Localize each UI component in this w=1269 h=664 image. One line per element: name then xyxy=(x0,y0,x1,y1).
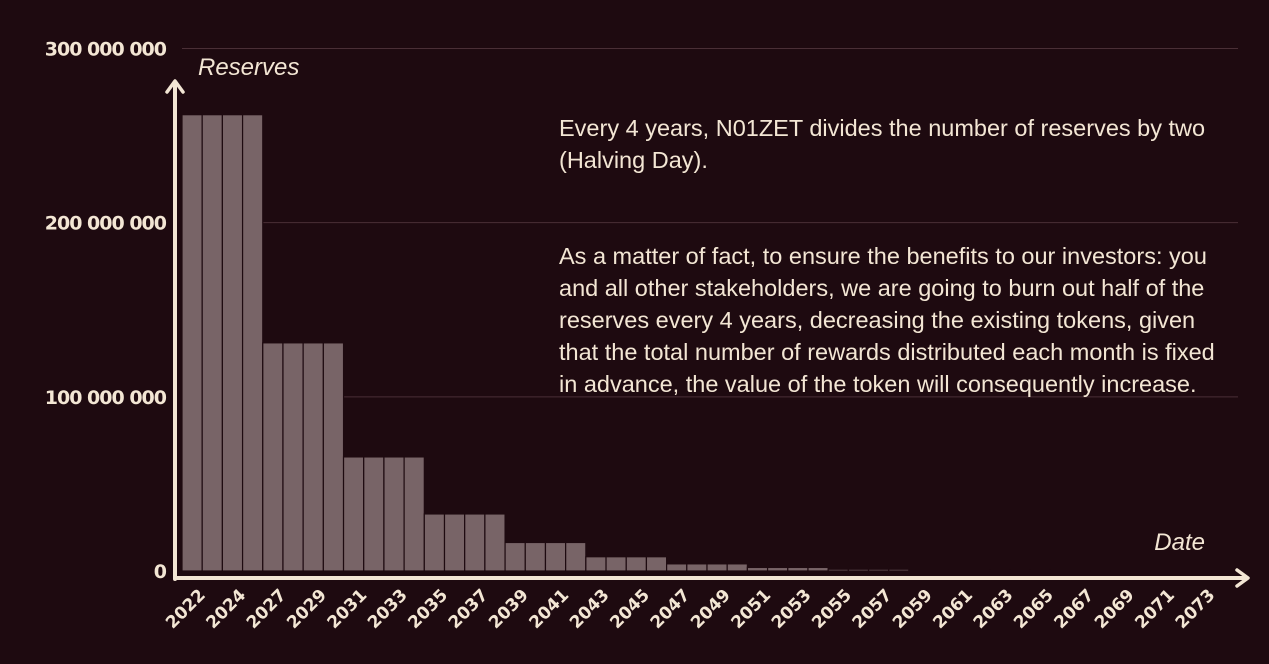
x-tick-label: 2069 xyxy=(1091,585,1139,633)
x-tick-label: 2035 xyxy=(404,585,452,633)
x-tick-label: 2055 xyxy=(808,585,856,633)
bar xyxy=(241,114,264,572)
bar xyxy=(443,513,466,572)
y-tick-label: 300 000 000 xyxy=(45,39,167,61)
x-tick-label: 2027 xyxy=(243,585,291,633)
y-tick-label: 200 000 000 xyxy=(45,213,167,235)
bar xyxy=(181,114,203,572)
bar xyxy=(585,556,607,572)
bar xyxy=(282,342,304,572)
bar xyxy=(342,456,365,572)
bar xyxy=(262,342,284,572)
y-axis-title: Reserves xyxy=(198,54,299,81)
x-tick-label: 2073 xyxy=(1172,585,1220,633)
x-tick-label: 2024 xyxy=(203,585,251,633)
x-tick-label: 2029 xyxy=(283,585,331,633)
bar xyxy=(706,563,728,572)
x-tick-label: 2051 xyxy=(728,585,776,633)
y-tick-labels: 0 100 000 000 200 000 000 300 000 000 xyxy=(45,39,168,584)
x-tick-label: 2045 xyxy=(606,585,654,633)
bar xyxy=(504,541,526,572)
x-tick-label: 2065 xyxy=(1010,585,1058,633)
annotation-paragraph-2: As a matter of fact, to ensure the benef… xyxy=(559,243,1215,397)
bar xyxy=(1090,570,1112,572)
bar xyxy=(908,569,930,572)
x-axis-title: Date xyxy=(1154,529,1205,556)
x-tick-label: 2041 xyxy=(526,585,574,633)
bar xyxy=(383,456,405,572)
y-tick-label: 0 xyxy=(154,561,167,583)
bar xyxy=(726,563,748,572)
bar xyxy=(322,342,345,572)
x-tick-label: 2031 xyxy=(324,585,372,633)
gridlines xyxy=(182,48,1238,398)
x-tick-label: 2053 xyxy=(768,585,816,633)
bar xyxy=(1211,570,1233,572)
bar xyxy=(1150,570,1173,572)
annotation-paragraph-1: Every 4 years, N01ZET divides the number… xyxy=(559,115,1206,173)
bar xyxy=(464,513,486,572)
bar xyxy=(302,342,324,572)
x-tick-labels: 2022202420272029203120332035203720392041… xyxy=(162,585,1219,633)
x-tick-label: 2057 xyxy=(849,585,897,633)
bar xyxy=(807,566,829,572)
x-tick-label: 2022 xyxy=(162,585,210,633)
bar xyxy=(565,541,587,572)
bar xyxy=(1069,570,1092,572)
bar xyxy=(1049,569,1072,572)
x-tick-label: 2071 xyxy=(1131,585,1179,633)
bar xyxy=(544,541,567,572)
bar xyxy=(928,569,950,572)
bars xyxy=(181,114,1233,572)
bar xyxy=(1009,569,1031,572)
bar xyxy=(766,566,789,572)
x-tick-label: 2039 xyxy=(485,585,533,633)
x-tick-label: 2047 xyxy=(647,585,695,633)
x-axis-arrow xyxy=(1235,568,1250,588)
x-tick-label: 2037 xyxy=(445,585,493,633)
bar xyxy=(827,568,849,572)
x-tick-label: 2033 xyxy=(364,585,412,633)
bar xyxy=(221,114,244,572)
bar xyxy=(201,114,223,572)
bar xyxy=(524,541,547,572)
y-axis-arrow xyxy=(165,79,185,94)
x-tick-label: 2043 xyxy=(566,585,614,633)
bar xyxy=(968,569,991,572)
bar xyxy=(666,563,688,572)
bar xyxy=(867,568,890,572)
bar xyxy=(847,568,870,572)
bar xyxy=(1170,570,1193,572)
bar xyxy=(645,556,668,572)
bar xyxy=(989,569,1011,572)
bar xyxy=(423,513,446,572)
bar xyxy=(605,556,627,572)
x-tick-label: 2063 xyxy=(970,585,1018,633)
bar xyxy=(888,568,910,572)
halving-annotation: Every 4 years, N01ZET divides the number… xyxy=(559,112,1219,176)
bar xyxy=(363,456,385,572)
axes xyxy=(165,79,1250,588)
bar xyxy=(1110,570,1132,572)
x-tick-label: 2059 xyxy=(889,585,937,633)
y-tick-label: 100 000 000 xyxy=(45,387,167,409)
burn-annotation: As a matter of fact, to ensure the benef… xyxy=(559,240,1219,400)
bar xyxy=(686,563,708,572)
bar xyxy=(1191,570,1213,572)
bar xyxy=(403,456,425,572)
bar xyxy=(484,513,506,572)
bar xyxy=(948,569,971,572)
bar xyxy=(625,556,648,572)
x-tick-label: 2067 xyxy=(1051,585,1099,633)
bar xyxy=(1130,570,1152,572)
bar xyxy=(746,566,769,572)
bar xyxy=(787,566,809,572)
x-tick-label: 2049 xyxy=(687,585,735,633)
bar xyxy=(1029,569,1051,572)
x-tick-label: 2061 xyxy=(929,585,977,633)
